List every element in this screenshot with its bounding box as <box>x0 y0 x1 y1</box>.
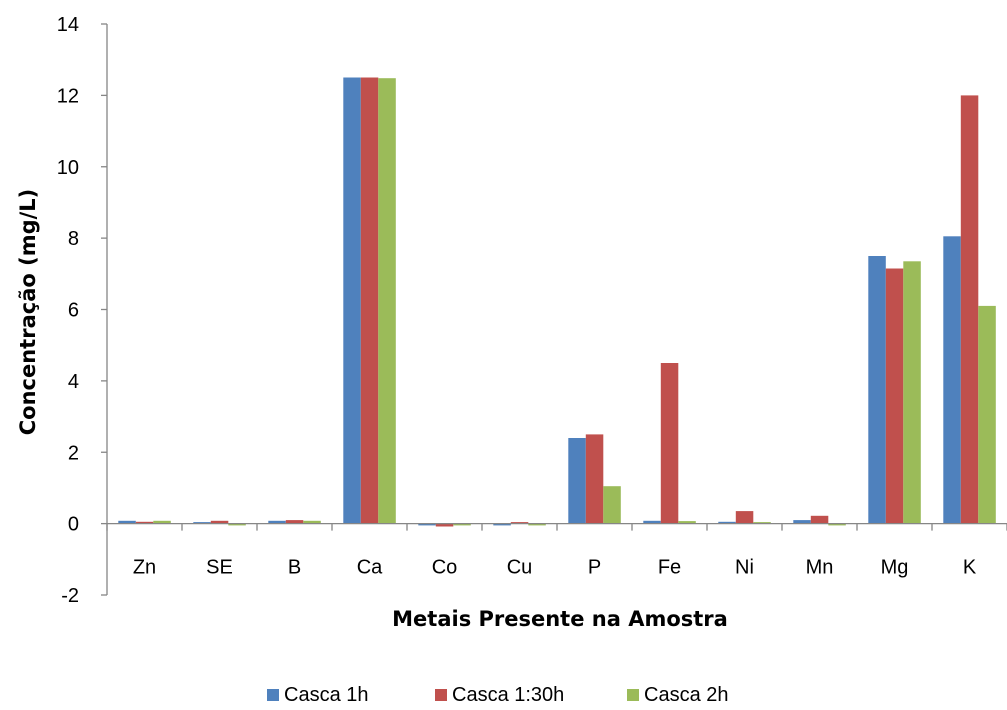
bar-p-series-2 <box>585 434 604 524</box>
x-tick-label: P <box>588 557 601 579</box>
y-tick-label: 14 <box>57 14 79 36</box>
y-tick-label: 12 <box>57 85 79 107</box>
bar-p-series-1 <box>568 438 586 524</box>
bar-cu-series-1 <box>493 523 511 526</box>
x-tick-label: Ni <box>735 557 754 579</box>
bar-zn-series-3 <box>153 520 171 524</box>
bar-p-series-3 <box>603 486 621 524</box>
y-tick-label: -2 <box>61 585 79 607</box>
x-tick-label: Co <box>432 557 458 579</box>
bar-mg-series-3 <box>903 261 921 524</box>
x-tick-label: Fe <box>658 557 681 579</box>
bar-fe-series-1 <box>643 520 661 524</box>
y-tick-label: 6 <box>68 300 79 322</box>
legend-item: Casca 1h <box>267 684 369 706</box>
bar-mn-series-3 <box>828 523 846 526</box>
y-tick-label: 4 <box>68 371 79 393</box>
bar-ca-series-1 <box>343 77 361 524</box>
bars <box>118 77 996 527</box>
bar-mg-series-2 <box>885 268 904 524</box>
legend-item: Casca 1:30h <box>435 684 564 706</box>
bar-ni-series-1 <box>718 521 736 524</box>
x-tick-label: K <box>963 557 977 579</box>
bar-se-series-2 <box>210 520 229 524</box>
y-tick-label: 10 <box>57 157 79 179</box>
bar-cu-series-2 <box>510 522 529 524</box>
bar-k-series-1 <box>943 236 961 524</box>
legend-swatch <box>627 689 639 701</box>
x-tick-label: Zn <box>133 557 156 579</box>
bar-cu-series-3 <box>528 523 546 526</box>
x-tick-label: Ca <box>357 557 383 579</box>
bar-b-series-2 <box>285 520 304 524</box>
legend-label: Casca 1h <box>284 684 369 706</box>
bar-ni-series-2 <box>735 511 754 524</box>
bar-mn-series-1 <box>793 520 811 524</box>
bar-zn-series-1 <box>118 520 136 524</box>
x-tick-label: Cu <box>507 557 533 579</box>
bar-co-series-1 <box>418 523 436 526</box>
x-tick-label: SE <box>206 557 233 579</box>
bar-co-series-3 <box>453 523 471 526</box>
legend-swatch <box>267 689 279 701</box>
bar-k-series-3 <box>978 305 996 524</box>
x-axis-title: Metais Presente na Amostra <box>392 607 728 631</box>
y-axis-title: Concentração (mg/L) <box>16 189 40 436</box>
bar-mg-series-1 <box>868 256 886 524</box>
bar-b-series-3 <box>303 520 321 524</box>
legend-label: Casca 2h <box>644 684 729 706</box>
legend-item: Casca 2h <box>627 684 729 706</box>
bar-se-series-3 <box>228 523 246 526</box>
bar-b-series-1 <box>268 520 286 524</box>
legend-swatch <box>435 689 447 701</box>
legend: Casca 1h Casca 1:30h Casca 2h <box>267 684 729 706</box>
x-tick-label: Mn <box>806 557 834 579</box>
x-tick-label: B <box>288 557 301 579</box>
x-tick-label: Mg <box>881 557 909 579</box>
bar-fe-series-3 <box>678 521 696 524</box>
y-tick-label: 0 <box>68 514 79 536</box>
bar-ni-series-3 <box>753 522 771 524</box>
y-axis: -2 0 2 4 6 8 10 12 14 <box>57 14 108 607</box>
bar-se-series-1 <box>193 522 211 524</box>
bar-ca-series-3 <box>378 78 396 524</box>
y-tick-label: 2 <box>68 442 79 464</box>
y-tick-label: 8 <box>68 228 79 250</box>
bar-k-series-2 <box>960 95 979 524</box>
x-axis: Zn SE B Ca Co Cu P Fe Ni Mn Mg K <box>106 522 1007 579</box>
bar-mn-series-2 <box>810 515 829 524</box>
legend-label: Casca 1:30h <box>452 684 564 706</box>
bar-ca-series-2 <box>360 77 379 524</box>
bar-zn-series-2 <box>135 521 154 524</box>
bar-co-series-2 <box>435 523 454 527</box>
bar-fe-series-2 <box>660 363 679 524</box>
